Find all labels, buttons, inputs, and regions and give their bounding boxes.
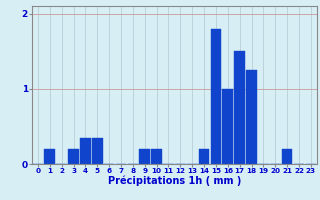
Bar — [211, 29, 221, 164]
Bar — [199, 149, 209, 164]
Bar — [282, 149, 292, 164]
Bar — [234, 51, 245, 164]
Bar — [44, 149, 55, 164]
Bar — [68, 149, 79, 164]
X-axis label: Précipitations 1h ( mm ): Précipitations 1h ( mm ) — [108, 176, 241, 186]
Bar — [151, 149, 162, 164]
Bar — [140, 149, 150, 164]
Bar — [80, 138, 91, 164]
Bar — [246, 70, 257, 164]
Bar — [222, 89, 233, 164]
Bar — [92, 138, 103, 164]
